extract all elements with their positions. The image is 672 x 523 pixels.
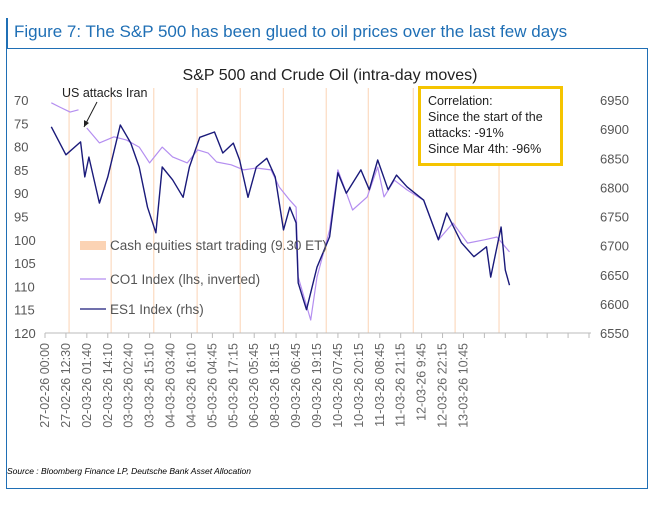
y-right-tick-label: 6950 — [600, 93, 629, 108]
x-tick-label: 11-03-26 08:45 — [373, 343, 387, 427]
y-right-tick-label: 6600 — [600, 297, 629, 312]
y-left-tick-label: 75 — [14, 116, 28, 131]
x-tick-label: 12-03-26 9:45 — [415, 343, 429, 421]
figure-title: Figure 7: The S&P 500 has been glued to … — [14, 22, 568, 41]
correlation-heading: Correlation: — [428, 94, 493, 108]
y-left-tick-label: 100 — [14, 233, 36, 248]
series-es1-line — [50, 124, 511, 311]
x-tick-label: 05-03-26 04:45 — [205, 343, 219, 428]
y-left-tick-label: 80 — [14, 140, 28, 155]
chart-title: S&P 500 and Crude Oil (intra-day moves) — [183, 67, 478, 84]
source-note: Source : Bloomberg Finance LP, Deutsche … — [7, 466, 251, 476]
x-tick-label: 08-03-26 18:15 — [268, 343, 282, 428]
legend-label-co1: CO1 Index (lhs, inverted) — [110, 272, 260, 287]
y-left-tick-label: 85 — [14, 163, 28, 178]
x-tick-label: 02-03-26 14:10 — [101, 343, 115, 428]
x-tick-label: 12-03-26 22:15 — [436, 343, 450, 428]
x-tick-label: 13-03-26 10:45 — [456, 343, 470, 428]
x-tick-label: 11-03-26 21:15 — [394, 343, 408, 427]
legend-label-es1: ES1 Index (rhs) — [110, 302, 204, 317]
figure-header: Figure 7: The S&P 500 has been glued to … — [6, 18, 648, 49]
y-left-tick-label: 120 — [14, 326, 36, 341]
y-left-tick-label: 90 — [14, 186, 28, 201]
correlation-box: Correlation: Since the start of the atta… — [418, 86, 563, 166]
y-left-tick-label: 70 — [14, 93, 28, 108]
y-right-tick-label: 6750 — [600, 210, 629, 225]
y-left-tick-label: 110 — [14, 279, 35, 294]
x-tick-label: 02-03-26 01:40 — [80, 343, 94, 428]
x-tick-label: 27-02-26 00:00 — [38, 343, 52, 428]
y-right-tick-label: 6550 — [600, 326, 629, 341]
correlation-line-1: Since the start of the — [428, 110, 543, 124]
y-right-tick-label: 6850 — [600, 151, 629, 166]
legend-swatch-cash-open — [80, 241, 106, 250]
correlation-line-2: attacks: -91% — [428, 126, 504, 140]
y-right-tick-label: 6800 — [600, 180, 629, 195]
annotation-us-attacks-iran: US attacks Iran — [62, 86, 147, 100]
figure-border — [6, 48, 648, 489]
x-tick-label: 03-03-26 02:40 — [122, 343, 136, 428]
x-tick-label: 10-03-26 20:15 — [352, 343, 366, 428]
x-tick-label: 06-03-26 05:45 — [247, 343, 261, 428]
y-right-tick-label: 6700 — [600, 239, 629, 254]
y-left-tick-label: 105 — [14, 256, 36, 271]
legend-label-cash-open: Cash equities start trading (9.30 ET) — [110, 238, 327, 253]
y-left-tick-label: 95 — [14, 210, 28, 225]
x-tick-label: 09-03-26 06:45 — [289, 343, 303, 428]
x-tick-label: 03-03-26 15:10 — [143, 343, 157, 428]
x-tick-label: 04-03-26 16:10 — [184, 343, 198, 428]
x-tick-label: 27-02-26 12:30 — [59, 343, 73, 428]
x-tick-label: 09-03-26 19:15 — [310, 343, 324, 428]
legend: Cash equities start trading (9.30 ET) CO… — [80, 238, 327, 317]
x-tick-label: 05-03-26 17:15 — [226, 343, 240, 428]
y-right-tick-label: 6900 — [600, 122, 629, 137]
x-tick-label: 10-03-26 07:45 — [331, 343, 345, 428]
y-left-tick-label: 115 — [14, 303, 35, 318]
x-tick-label: 04-03-26 03:40 — [164, 343, 178, 428]
correlation-line-3: Since Mar 4th: -96% — [428, 142, 542, 156]
y-right-tick-label: 6650 — [600, 268, 629, 283]
arrowhead-icon — [84, 120, 89, 127]
